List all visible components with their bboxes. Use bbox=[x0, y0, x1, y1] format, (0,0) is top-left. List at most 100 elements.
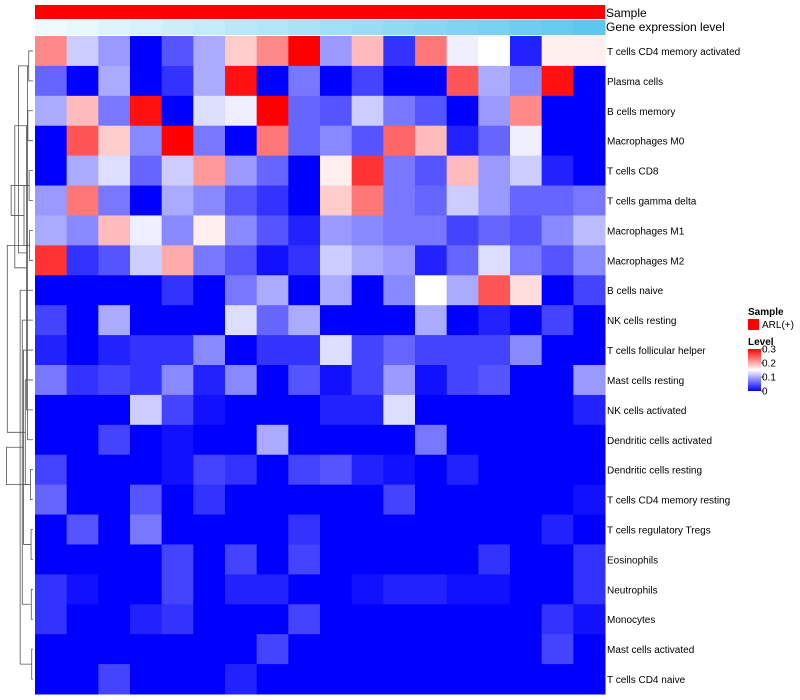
dendrogram-branch bbox=[30, 588, 33, 620]
heatmap-cell bbox=[351, 275, 384, 306]
heatmap-cell bbox=[193, 634, 226, 665]
heatmap-cell bbox=[288, 36, 321, 67]
heatmap-cell bbox=[98, 514, 131, 545]
heatmap-cell bbox=[446, 36, 479, 67]
heatmap-cell bbox=[288, 454, 321, 486]
heatmap-cell bbox=[415, 544, 448, 575]
heatmap-cell bbox=[320, 424, 353, 456]
dendrogram-branch bbox=[21, 319, 33, 605]
heatmap-cell bbox=[130, 95, 163, 127]
heatmap-cell bbox=[161, 365, 194, 396]
heatmap-cell bbox=[193, 305, 226, 336]
heatmap-cell bbox=[383, 544, 416, 575]
heatmap-cell bbox=[193, 574, 226, 605]
heatmap-cell bbox=[541, 574, 574, 605]
heatmap-cell bbox=[161, 484, 194, 516]
heatmap-cell bbox=[288, 514, 321, 545]
heatmap-cell bbox=[66, 275, 99, 306]
dendrogram-branch bbox=[6, 446, 31, 486]
heatmap-cell bbox=[478, 65, 511, 97]
heatmap-cell bbox=[446, 394, 479, 426]
heatmap-cell bbox=[193, 514, 226, 545]
heatmap-cell bbox=[130, 484, 163, 516]
heatmap-cell bbox=[510, 245, 543, 276]
heatmap-cell bbox=[415, 245, 448, 276]
annotation-expression-cell bbox=[98, 20, 131, 35]
row-label: Mast cells activated bbox=[607, 645, 694, 656]
heatmap-cell bbox=[510, 574, 543, 605]
heatmap-cell bbox=[415, 275, 448, 306]
heatmap-cell bbox=[193, 604, 226, 635]
heatmap-cell bbox=[383, 215, 416, 246]
heatmap-cell bbox=[573, 574, 606, 605]
heatmap-cell bbox=[415, 215, 448, 246]
annotation-expression-cell bbox=[573, 20, 606, 35]
heatmap-cell bbox=[415, 65, 448, 97]
heatmap-cell bbox=[161, 275, 194, 306]
heatmap-cell bbox=[35, 514, 68, 545]
heatmap-cell bbox=[510, 95, 543, 127]
heatmap-cell bbox=[541, 275, 574, 306]
heatmap-cell bbox=[288, 424, 321, 456]
row-label: B cells memory bbox=[607, 107, 675, 118]
heatmap-cell bbox=[510, 544, 543, 575]
heatmap-cell bbox=[98, 574, 131, 605]
heatmap-cell bbox=[320, 65, 353, 97]
heatmap-cell bbox=[256, 394, 289, 426]
heatmap-cell bbox=[541, 394, 574, 426]
heatmap-cell bbox=[415, 604, 448, 635]
heatmap-cell bbox=[66, 454, 99, 486]
heatmap-cell bbox=[161, 155, 194, 187]
heatmap-cell bbox=[98, 36, 131, 67]
heatmap-cell bbox=[478, 305, 511, 336]
annotation-expression-cell bbox=[446, 20, 479, 35]
heatmap-cell bbox=[478, 245, 511, 276]
heatmap-cell bbox=[446, 424, 479, 456]
heatmap-cell bbox=[478, 514, 511, 545]
heatmap-cell bbox=[66, 245, 99, 276]
annotation-expression-cell bbox=[288, 20, 321, 35]
heatmap-cell bbox=[130, 454, 163, 486]
heatmap-cell bbox=[256, 454, 289, 486]
heatmap-cell bbox=[573, 514, 606, 545]
legend-sample-label: ARL(+) bbox=[762, 320, 794, 331]
legend-tick-label: 0.1 bbox=[762, 373, 776, 384]
heatmap-cell bbox=[383, 664, 416, 695]
heatmap-cell bbox=[66, 604, 99, 635]
heatmap-cell bbox=[573, 275, 606, 306]
heatmap-cell bbox=[130, 664, 163, 695]
heatmap-cell bbox=[415, 365, 448, 396]
annotation-expression-cell bbox=[130, 20, 163, 35]
heatmap-cell bbox=[351, 155, 384, 187]
heatmap-cell bbox=[415, 394, 448, 426]
heatmap-cell bbox=[383, 634, 416, 665]
heatmap-cell bbox=[541, 125, 574, 157]
heatmap-cell bbox=[383, 335, 416, 366]
heatmap-cell bbox=[541, 424, 574, 456]
heatmap-cell bbox=[161, 394, 194, 426]
heatmap-cell bbox=[478, 275, 511, 306]
heatmap-cell bbox=[161, 185, 194, 216]
heatmap-cell bbox=[573, 245, 606, 276]
heatmap-cell bbox=[35, 155, 68, 187]
heatmap-cell bbox=[225, 664, 258, 695]
heatmap-cell bbox=[66, 305, 99, 336]
heatmap-cell bbox=[288, 275, 321, 306]
heatmap-cell bbox=[193, 275, 226, 306]
heatmap-cell bbox=[130, 36, 163, 67]
heatmap-cell bbox=[256, 574, 289, 605]
heatmap-cell bbox=[225, 65, 258, 97]
heatmap-cell bbox=[66, 634, 99, 665]
heatmap-cell bbox=[478, 394, 511, 426]
heatmap-cell bbox=[35, 365, 68, 396]
row-label: NK cells activated bbox=[607, 406, 686, 417]
heatmap-cell bbox=[288, 574, 321, 605]
heatmap-cell bbox=[225, 454, 258, 486]
heatmap-cell bbox=[478, 424, 511, 456]
heatmap-cell bbox=[478, 95, 511, 127]
heatmap-cell bbox=[288, 185, 321, 216]
heatmap-cell bbox=[35, 185, 68, 216]
heatmap-cell bbox=[130, 365, 163, 396]
heatmap-cell bbox=[35, 424, 68, 456]
legend-sample-title: Sample bbox=[748, 307, 784, 318]
